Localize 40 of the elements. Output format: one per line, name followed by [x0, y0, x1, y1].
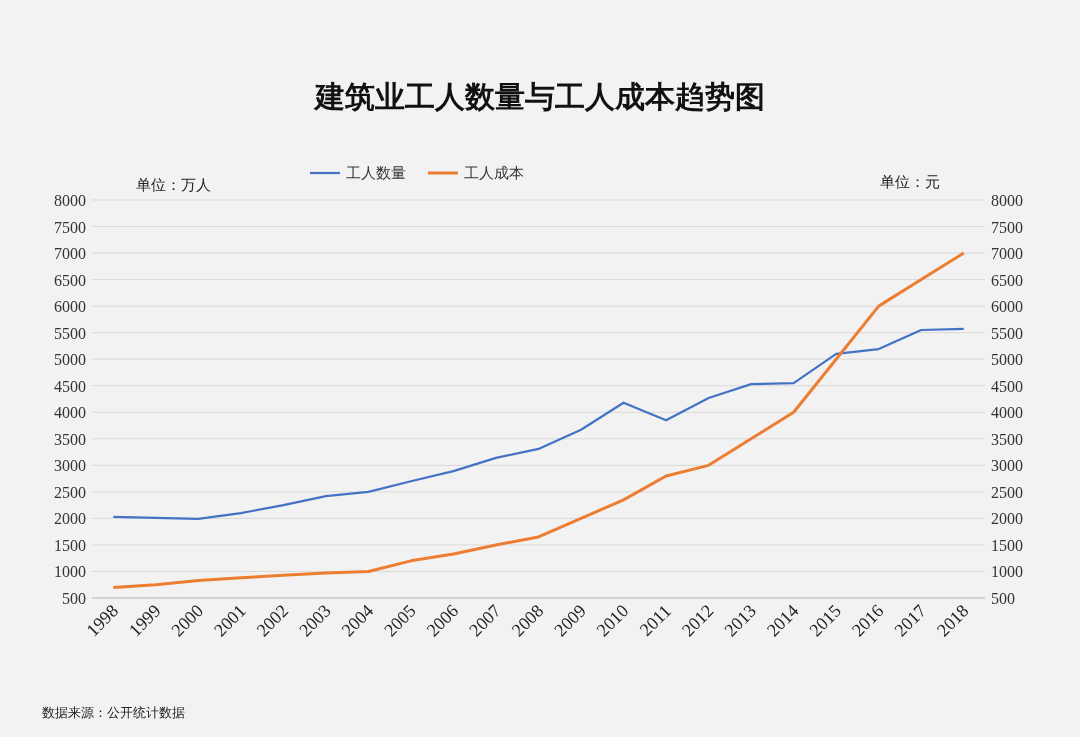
- source-note: 数据来源：公开统计数据: [42, 705, 185, 720]
- y-tick-label: 6000: [54, 298, 86, 316]
- y2-tick-label: 3000: [991, 457, 1023, 475]
- y-tick-label: 7500: [54, 218, 86, 236]
- y-tick-label: 500: [62, 590, 86, 607]
- y2-tick-label: 7500: [991, 218, 1023, 236]
- y-tick-label: 7000: [54, 245, 86, 263]
- y-tick-label: 4500: [54, 377, 86, 395]
- y2-tick-label: 6500: [991, 271, 1023, 289]
- y2-tick-label: 4500: [991, 377, 1023, 395]
- y-tick-label: 4000: [54, 404, 86, 422]
- y-tick-label: 3000: [54, 457, 86, 475]
- y-tick-label: 6500: [54, 271, 86, 289]
- line-series: [112, 327, 965, 521]
- chart-title: 建筑业工人数量与工人成本趋势图: [313, 79, 765, 114]
- y2-tick-label: 8000: [991, 192, 1023, 209]
- y2-axis-title: 单位：元: [880, 173, 940, 191]
- y2-tick-label: 5000: [991, 351, 1023, 369]
- y-tick-label: 3500: [54, 430, 86, 448]
- y2-tick-label: 4000: [991, 404, 1023, 422]
- line-series: [111, 251, 966, 589]
- y-tick-label: 5500: [54, 324, 86, 342]
- y-tick-label: 5000: [54, 351, 86, 369]
- y-tick-label: 1500: [54, 536, 86, 554]
- y2-tick-label: 6000: [991, 298, 1023, 316]
- y-tick-label: 2500: [54, 483, 86, 501]
- y-tick-label: 1000: [54, 563, 86, 581]
- y2-tick-label: 2000: [991, 510, 1023, 528]
- y2-tick-label: 500: [991, 590, 1015, 607]
- y2-tick-label: 1000: [991, 563, 1023, 581]
- y2-tick-label: 2500: [991, 483, 1023, 501]
- y-tick-label: 8000: [54, 192, 86, 209]
- y-tick-label: 2000: [54, 510, 86, 528]
- y2-tick-label: 5500: [991, 324, 1023, 342]
- y-axis-title: 单位：万人: [136, 176, 211, 194]
- y2-tick-label: 1500: [991, 536, 1023, 554]
- y2-tick-label: 3500: [991, 430, 1023, 448]
- legend-label: 工人成本: [464, 164, 524, 182]
- legend-label: 工人数量: [346, 164, 406, 182]
- y2-tick-label: 7000: [991, 245, 1023, 263]
